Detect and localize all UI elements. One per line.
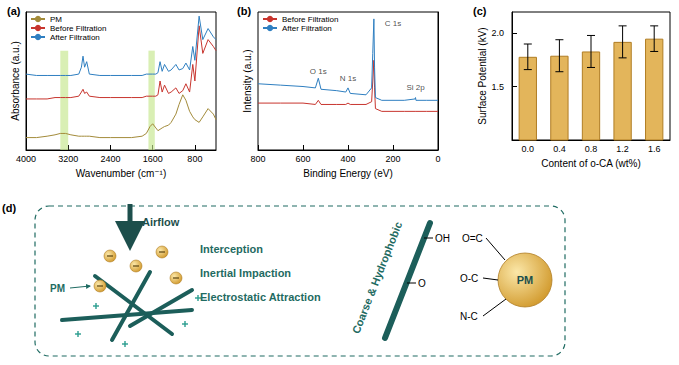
svg-text:O-C: O-C <box>460 273 478 284</box>
svg-text:PM: PM <box>50 15 62 24</box>
svg-text:Airflow: Airflow <box>142 216 180 228</box>
svg-text:N-C: N-C <box>460 311 478 322</box>
svg-text:800: 800 <box>187 154 202 164</box>
svg-text:N 1s: N 1s <box>340 74 356 83</box>
svg-text:PM: PM <box>517 274 534 286</box>
svg-text:O 1s: O 1s <box>310 67 327 76</box>
svg-text:800: 800 <box>250 154 265 164</box>
svg-text:0.8: 0.8 <box>585 144 598 154</box>
svg-text:(a): (a) <box>7 5 21 17</box>
svg-text:1.5: 1.5 <box>491 82 504 92</box>
svg-text:Absorbance (a.u.): Absorbance (a.u.) <box>10 41 21 121</box>
svg-text:Surface Potential (kV): Surface Potential (kV) <box>477 27 488 124</box>
svg-text:3200: 3200 <box>58 154 78 164</box>
svg-text:Before Filtration: Before Filtration <box>282 15 338 24</box>
svg-text:Electrostatic Attraction: Electrostatic Attraction <box>200 291 321 303</box>
svg-text:After Filtration: After Filtration <box>282 24 332 33</box>
svg-text:(d): (d) <box>2 202 16 214</box>
svg-text:(b): (b) <box>237 5 251 17</box>
svg-text:200: 200 <box>385 154 400 164</box>
svg-text:0: 0 <box>435 154 440 164</box>
svg-text:Si 2p: Si 2p <box>406 83 425 92</box>
svg-text:Wavenumber (cm⁻¹): Wavenumber (cm⁻¹) <box>76 168 166 179</box>
svg-text:Binding Energy (eV): Binding Energy (eV) <box>303 168 393 179</box>
svg-text:400: 400 <box>340 154 355 164</box>
svg-text:1.2: 1.2 <box>616 144 629 154</box>
svg-text:O: O <box>418 278 426 289</box>
svg-text:1600: 1600 <box>143 154 163 164</box>
svg-text:Content of o-CA (wt%): Content of o-CA (wt%) <box>541 158 640 169</box>
svg-text:0.4: 0.4 <box>553 144 566 154</box>
svg-text:After Filtration: After Filtration <box>50 33 100 42</box>
svg-text:Inertial Impaction: Inertial Impaction <box>200 267 291 279</box>
svg-text:2.0: 2.0 <box>491 28 504 38</box>
svg-text:Before Filtration: Before Filtration <box>50 24 106 33</box>
svg-text:1.6: 1.6 <box>648 144 661 154</box>
svg-text:4000: 4000 <box>16 154 36 164</box>
svg-text:OH: OH <box>435 233 450 244</box>
svg-text:(c): (c) <box>473 5 487 17</box>
svg-text:O=C: O=C <box>462 233 483 244</box>
svg-text:2400: 2400 <box>100 154 120 164</box>
svg-text:Intensity (a.u.): Intensity (a.u.) <box>242 49 253 112</box>
svg-text:C 1s: C 1s <box>385 19 401 28</box>
svg-text:Interception: Interception <box>200 243 263 255</box>
svg-text:600: 600 <box>295 154 310 164</box>
svg-text:0.0: 0.0 <box>522 144 535 154</box>
svg-text:Coarse & Hydrophobic: Coarse & Hydrophobic <box>350 220 405 335</box>
svg-text:PM: PM <box>50 283 65 294</box>
